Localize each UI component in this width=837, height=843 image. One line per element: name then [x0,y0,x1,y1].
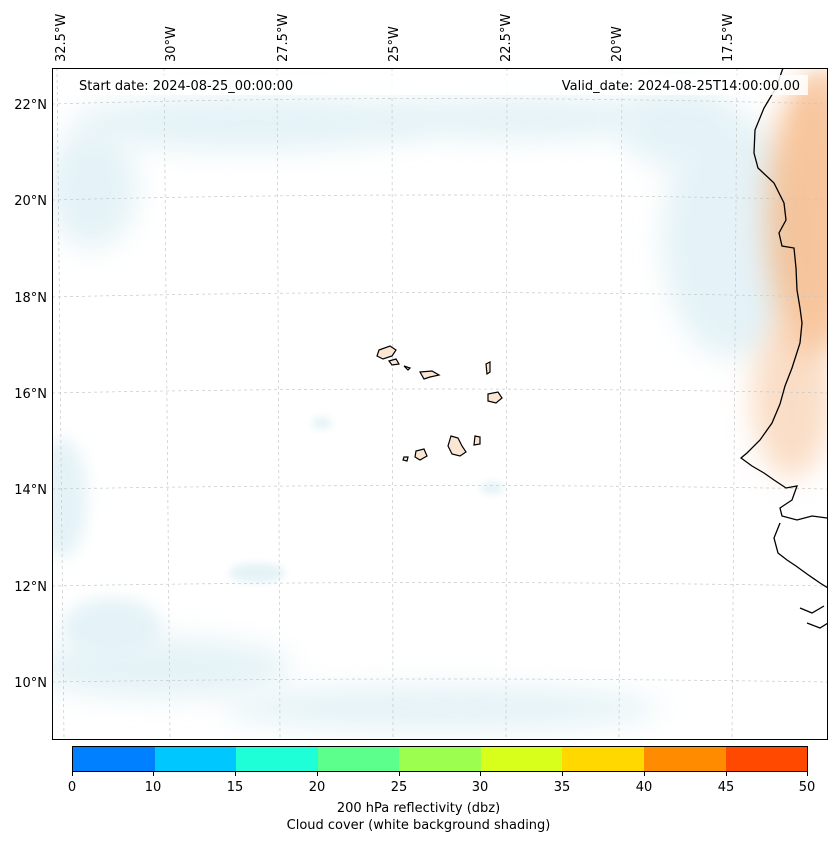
cape-verde-islands [376,345,503,462]
colorbar-tick-20: 20 [308,780,326,795]
colorbar-tickmark [726,772,727,776]
colorbar-tickmark [644,772,645,776]
date-banner [72,75,808,95]
reflectivity-shading [752,68,828,478]
lon-label-32-5w: 32.5°W [54,13,69,62]
colorbar-tickmark [480,772,481,776]
colorbar-tickmark [72,772,73,776]
colorbar-segment-20-25 [317,747,400,771]
colorbar-tick-10: 10 [144,780,162,795]
colorbar-tickmark [807,772,808,776]
colorbar [72,746,808,772]
lon-label-22-5w: 22.5°W [499,13,514,62]
colorbar-tick-50: 50 [798,780,816,795]
colorbar-tick-25: 25 [390,780,408,795]
colorbar-tickmark [235,772,236,776]
lon-label-17-5w: 17.5°W [721,13,736,62]
colorbar-tick-45: 45 [717,780,735,795]
colorbar-label: 200 hPa reflectivity (dbz) [336,801,501,816]
lat-label-18n: 18°N [14,291,47,306]
colorbar-segment-30-35 [480,747,563,771]
map-frame [52,68,828,740]
africa-coastline-south [773,522,828,629]
lon-label-20w: 20°W [610,26,625,62]
lat-label-22n: 22°N [14,98,47,113]
colorbar-segment-0-10 [73,747,155,771]
lat-label-10n: 10°N [14,676,47,691]
colorbar-tickmark [399,772,400,776]
lon-label-30w: 30°W [164,26,179,62]
valid-date: Valid_date: 2024-08-25T14:00:00.00 [561,79,800,94]
colorbar-tick-40: 40 [635,780,653,795]
colorbar-tick-35: 35 [553,780,571,795]
colorbar-tickmark [562,772,563,776]
colorbar-tick-30: 30 [471,780,489,795]
colorbar-sublabel: Cloud cover (white background shading) [286,818,551,833]
start-date: Start date: 2024-08-25_00:00:00 [79,79,294,94]
graticule [52,68,828,740]
lat-label-20n: 20°N [14,194,47,209]
colorbar-segment-45-50 [725,747,808,771]
cloud-shading [52,88,802,730]
map-panel [52,68,828,740]
lon-label-25w: 25°W [387,26,402,62]
lat-label-12n: 12°N [14,580,47,595]
colorbar-tickmark [153,772,154,776]
lon-label-27-5w: 27.5°W [276,13,291,62]
colorbar-segment-15-20 [236,747,318,771]
colorbar-tick-15: 15 [226,780,244,795]
colorbar-segment-25-30 [399,747,481,771]
africa-coastline [739,68,828,521]
colorbar-segment-35-40 [562,747,644,771]
colorbar-segment-10-15 [154,747,237,771]
lat-label-16n: 16°N [14,387,47,402]
colorbar-tickmark [317,772,318,776]
lat-label-14n: 14°N [14,483,47,498]
colorbar-tick-0: 0 [67,780,77,795]
colorbar-segment-40-45 [643,747,726,771]
